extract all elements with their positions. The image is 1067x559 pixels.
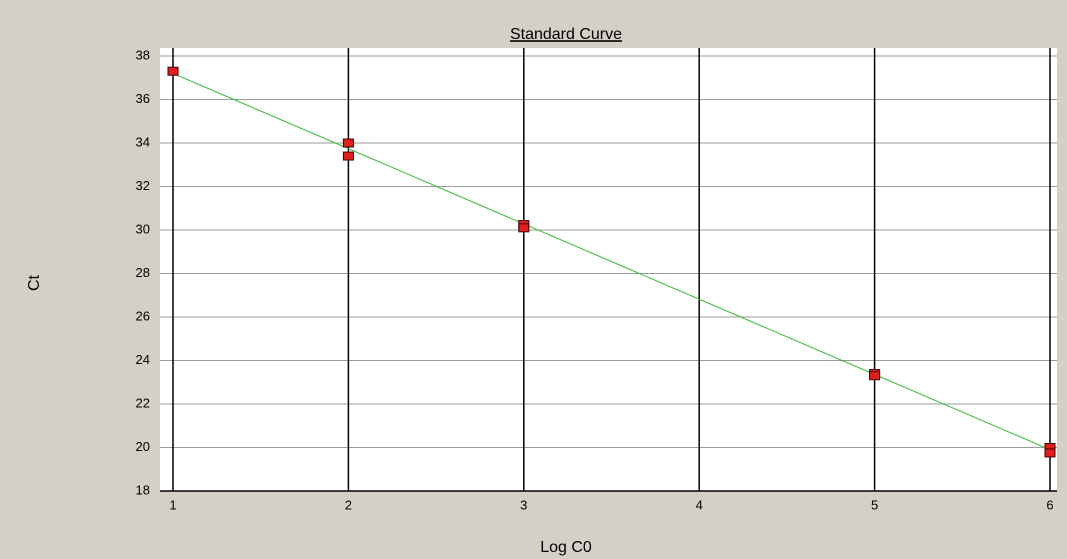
trendline — [172, 72, 1051, 451]
y-tick-label: 20 — [136, 439, 150, 454]
x-axis-label: Log C0 — [540, 539, 592, 556]
point — [342, 138, 354, 148]
x-tick-label: 4 — [696, 497, 703, 512]
point — [869, 371, 881, 381]
y-axis-label: Ct — [26, 274, 43, 291]
x-tick-label: 3 — [520, 497, 527, 512]
y-tick-label: 32 — [136, 178, 150, 193]
y-tick-label: 36 — [136, 91, 150, 106]
chart-title: Standard Curve — [510, 26, 622, 43]
y-tick-label: 18 — [136, 482, 150, 497]
y-tick-label: 34 — [136, 134, 150, 149]
point — [518, 223, 530, 233]
point — [342, 151, 354, 161]
x-tick-label: 6 — [1046, 497, 1053, 512]
y-tick-label: 28 — [136, 265, 150, 280]
y-tick-label: 30 — [136, 221, 150, 236]
y-tick-label: 22 — [136, 395, 150, 410]
y-tick-label: 24 — [136, 352, 150, 367]
point — [167, 66, 179, 76]
y-tick-label: 26 — [136, 308, 150, 323]
y-tick-label: 38 — [136, 47, 150, 62]
plot-area — [160, 48, 1057, 491]
x-tick-label: 1 — [169, 497, 176, 512]
point — [1044, 448, 1056, 458]
x-tick-label: 2 — [345, 497, 352, 512]
x-tick-label: 5 — [871, 497, 878, 512]
